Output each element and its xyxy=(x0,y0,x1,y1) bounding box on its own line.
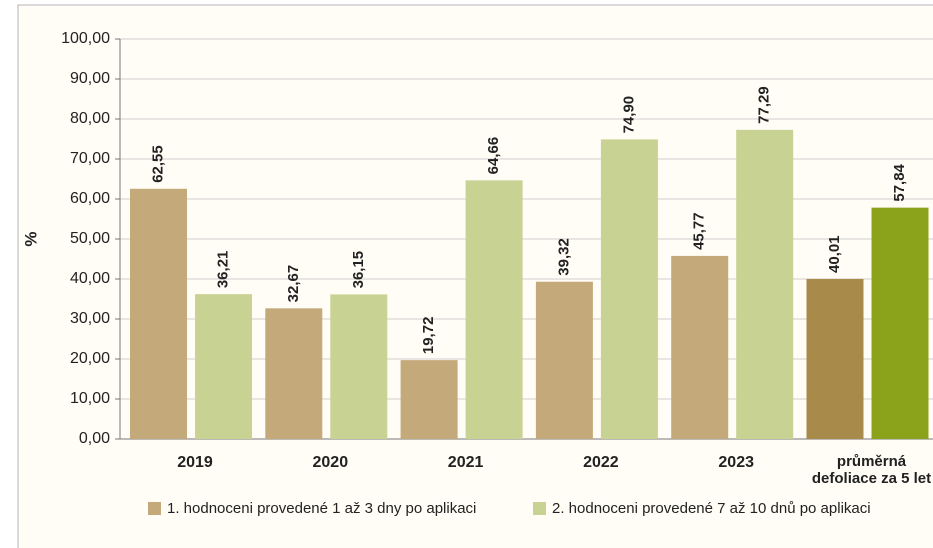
legend-swatch xyxy=(533,502,546,515)
x-tick-label: 2022 xyxy=(583,454,619,471)
legend-swatch xyxy=(148,502,161,515)
value-label: 62,55 xyxy=(149,145,166,183)
bar xyxy=(465,180,523,440)
bar xyxy=(535,281,593,439)
value-label: 39,32 xyxy=(555,238,572,276)
x-tick-label: defoliace za 5 let xyxy=(812,470,931,487)
value-label: 57,84 xyxy=(891,163,908,201)
value-label: 36,21 xyxy=(214,251,231,289)
legend-label: 2. hodnoceni provedené 7 až 10 dnů po ap… xyxy=(552,500,871,517)
y-tick-label: 70,00 xyxy=(70,150,110,167)
value-label: 45,77 xyxy=(691,212,708,250)
y-axis-label: % xyxy=(21,231,40,246)
value-label: 40,01 xyxy=(826,235,843,273)
x-tick-label: 2019 xyxy=(177,454,213,471)
y-tick-label: 100,00 xyxy=(61,30,110,47)
y-tick-label: 40,00 xyxy=(70,270,110,287)
bar xyxy=(265,308,323,439)
y-tick-label: 60,00 xyxy=(70,190,110,207)
x-tick-label: průměrná xyxy=(837,453,907,470)
legend-label: 1. hodnoceni provedené 1 až 3 dny po apl… xyxy=(167,500,476,517)
bar xyxy=(671,255,729,439)
bar xyxy=(736,129,794,439)
y-tick-label: 10,00 xyxy=(70,390,110,407)
y-tick-label: 50,00 xyxy=(70,230,110,247)
y-tick-label: 20,00 xyxy=(70,350,110,367)
value-label: 64,66 xyxy=(485,137,502,175)
bar xyxy=(400,360,458,439)
x-tick-label: 2021 xyxy=(448,454,484,471)
bar xyxy=(195,294,252,439)
bar xyxy=(330,294,388,439)
bar xyxy=(871,207,929,439)
value-label: 32,67 xyxy=(285,265,302,303)
value-label: 36,15 xyxy=(350,251,367,289)
value-label: 19,72 xyxy=(420,317,437,355)
y-tick-label: 90,00 xyxy=(70,70,110,87)
bar xyxy=(806,278,864,439)
y-tick-label: 0,00 xyxy=(79,430,110,447)
bar xyxy=(130,188,187,439)
y-tick-label: 80,00 xyxy=(70,110,110,127)
x-tick-label: 2020 xyxy=(313,454,349,471)
y-tick-label: 30,00 xyxy=(70,310,110,327)
x-tick-label: 2023 xyxy=(718,454,754,471)
value-label: 77,29 xyxy=(756,86,773,124)
value-label: 74,90 xyxy=(620,96,637,134)
bar xyxy=(600,139,658,439)
